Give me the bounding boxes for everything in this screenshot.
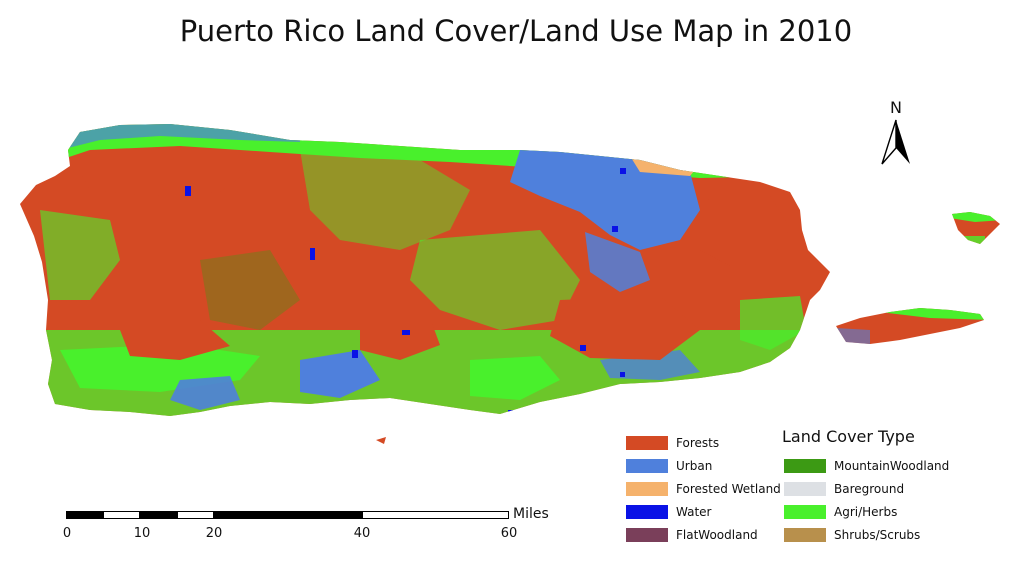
legend-label: Urban — [676, 459, 713, 473]
scale-tick-label: 10 — [133, 526, 151, 541]
culebra-island — [952, 212, 1000, 244]
scale-unit-label: Miles — [513, 506, 549, 522]
legend-label: Agri/Herbs — [834, 505, 898, 519]
legend-item-agri-herbs: Agri/Herbs — [784, 501, 897, 523]
legend-label: Forested Wetland — [676, 482, 781, 496]
legend-swatch — [626, 436, 668, 450]
scale-segment — [177, 511, 214, 519]
legend-swatch — [626, 482, 668, 496]
legend-item-urban: Urban — [626, 455, 712, 477]
scale-segment — [66, 511, 103, 519]
north-arrow: N — [876, 98, 916, 170]
legend-item-bareground: Bareground — [784, 478, 904, 500]
scale-segment — [140, 511, 177, 519]
scale-segment — [214, 511, 362, 519]
legend-swatch — [784, 505, 826, 519]
map-title: Puerto Rico Land Cover/Land Use Map in 2… — [179, 14, 853, 48]
legend-swatch — [784, 528, 826, 542]
legend-swatch — [626, 528, 668, 542]
scale-tick-label: 40 — [353, 526, 371, 541]
scale-tick-label: 20 — [205, 526, 223, 541]
legend-item-water: Water — [626, 501, 711, 523]
main-island — [20, 124, 830, 416]
legend-title: Land Cover Type — [782, 427, 915, 446]
scale-tick-label: 0 — [62, 526, 72, 541]
scale-segment — [103, 511, 140, 519]
legend-label: Water — [676, 505, 712, 519]
legend: Forests Urban Forested Wetland Water Fla… — [626, 432, 1006, 552]
legend-label: Forests — [676, 436, 720, 450]
legend-swatch — [626, 459, 668, 473]
legend-swatch — [626, 505, 668, 519]
scale-bar: Miles 0 10 20 40 60 — [62, 506, 556, 556]
legend-swatch — [784, 482, 826, 496]
legend-label: MountainWoodland — [834, 459, 950, 473]
legend-item-forests: Forests — [626, 432, 719, 454]
legend-label: Shrubs/Scrubs — [834, 528, 921, 542]
north-arrow-icon — [881, 119, 910, 165]
vieques-island — [836, 308, 984, 344]
legend-item-forested-wetland: Forested Wetland — [626, 478, 781, 500]
legend-item-flatwoodland: FlatWoodland — [626, 524, 758, 546]
legend-item-mountainwoodland: MountainWoodland — [784, 455, 949, 477]
scale-tick-label: 60 — [500, 526, 518, 541]
legend-label: FlatWoodland — [676, 528, 758, 542]
north-label: N — [890, 98, 902, 117]
scale-segment — [362, 511, 509, 519]
legend-label: Bareground — [834, 482, 905, 496]
legend-item-shrubs-scrubs: Shrubs/Scrubs — [784, 524, 920, 546]
legend-swatch — [784, 459, 826, 473]
